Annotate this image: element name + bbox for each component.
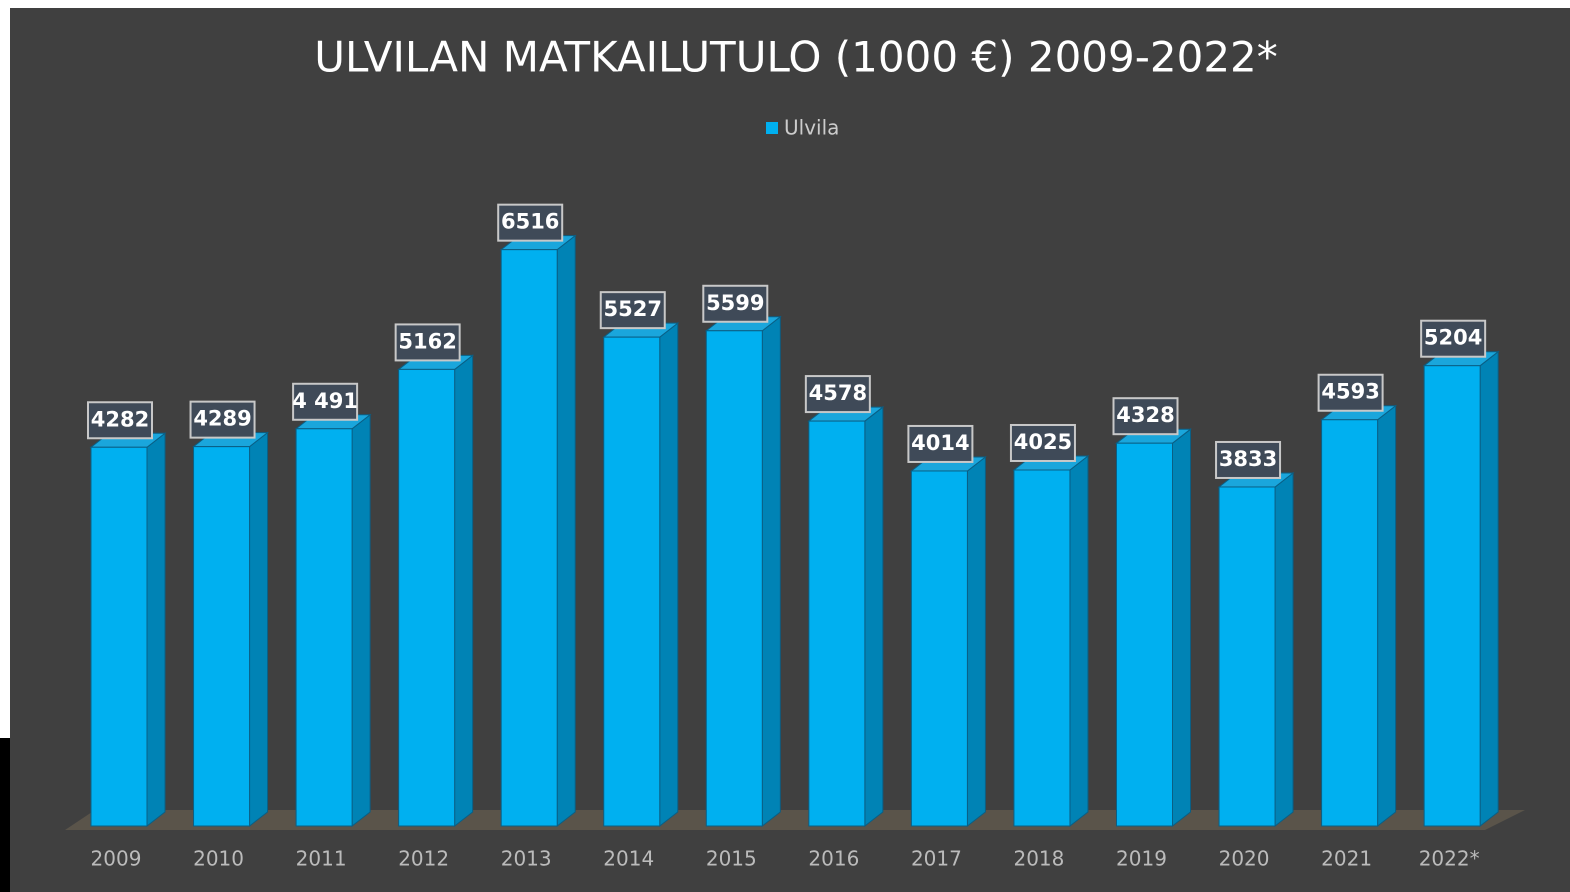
bar-side bbox=[556, 234, 576, 828]
value-label-box bbox=[1009, 423, 1076, 462]
bar bbox=[1116, 442, 1173, 827]
value-label-box bbox=[497, 203, 564, 242]
value-label: 4328 bbox=[1116, 403, 1174, 427]
value-label: 4 491 bbox=[292, 389, 358, 413]
bar-side bbox=[864, 406, 884, 828]
bar bbox=[1218, 486, 1276, 827]
bar-side bbox=[351, 413, 371, 828]
bar-side bbox=[966, 455, 986, 828]
value-label: 5599 bbox=[706, 291, 764, 315]
x-tick-label: 2022* bbox=[1419, 847, 1480, 871]
x-tick-label: 2016 bbox=[808, 847, 859, 871]
bar-side bbox=[146, 432, 166, 828]
x-tick-label: 2013 bbox=[501, 847, 552, 871]
value-label-box bbox=[189, 400, 256, 439]
x-tick-label: 2019 bbox=[1116, 847, 1167, 871]
bar-side bbox=[454, 354, 474, 828]
value-label: 6516 bbox=[501, 210, 559, 234]
value-label: 3833 bbox=[1219, 447, 1277, 471]
bar-side bbox=[1274, 471, 1294, 828]
bar bbox=[910, 470, 968, 827]
bar-side bbox=[1377, 404, 1397, 828]
x-tick-label: 2011 bbox=[296, 847, 347, 871]
chart-title: ULVILAN MATKAILUTULO (1000 €) 2009-2022* bbox=[314, 33, 1278, 82]
value-label: 4593 bbox=[1321, 380, 1379, 404]
value-label-box bbox=[87, 401, 153, 440]
bar bbox=[193, 446, 251, 827]
bar bbox=[603, 336, 661, 827]
bar bbox=[90, 446, 148, 827]
value-label-box bbox=[907, 424, 974, 463]
value-label-box bbox=[1420, 319, 1487, 358]
value-label-box bbox=[599, 291, 666, 330]
value-label-box bbox=[1317, 373, 1384, 412]
value-label-box bbox=[394, 323, 461, 362]
x-tick-label: 2009 bbox=[91, 847, 142, 871]
x-tick-label: 2015 bbox=[706, 847, 757, 871]
bar bbox=[1321, 419, 1379, 827]
value-label: 5162 bbox=[398, 329, 456, 353]
bar bbox=[1423, 365, 1481, 827]
value-label: 4014 bbox=[911, 431, 969, 455]
value-label-box bbox=[292, 382, 359, 421]
bar-side bbox=[1479, 350, 1499, 828]
legend-swatch bbox=[766, 122, 778, 134]
x-tick-label: 2021 bbox=[1321, 847, 1372, 871]
value-label: 4578 bbox=[809, 381, 867, 405]
x-tick-label: 2010 bbox=[193, 847, 244, 871]
bar bbox=[398, 368, 456, 827]
bar-side bbox=[761, 315, 781, 828]
x-tick-label: 2017 bbox=[911, 847, 962, 871]
bar bbox=[808, 420, 866, 827]
value-label: 4289 bbox=[193, 407, 251, 431]
chart-background bbox=[10, 8, 1570, 892]
value-label: 5527 bbox=[604, 297, 662, 321]
value-label-box bbox=[1215, 440, 1282, 479]
bar-side bbox=[249, 431, 269, 828]
x-tick-label: 2014 bbox=[603, 847, 654, 871]
legend-label: Ulvila bbox=[784, 116, 839, 140]
x-tick-label: 2018 bbox=[1013, 847, 1064, 871]
value-label: 4282 bbox=[91, 407, 149, 431]
x-tick-label: 2020 bbox=[1219, 847, 1270, 871]
value-label: 5204 bbox=[1424, 326, 1482, 350]
floor bbox=[65, 810, 1525, 830]
value-label-box bbox=[702, 284, 769, 323]
bar bbox=[1013, 469, 1071, 827]
bar bbox=[295, 428, 353, 827]
bar bbox=[705, 330, 763, 827]
bar-side bbox=[1069, 454, 1089, 828]
value-label-box bbox=[804, 375, 871, 414]
bar bbox=[500, 249, 558, 827]
bar-side bbox=[1172, 428, 1191, 828]
value-label: 4025 bbox=[1014, 430, 1072, 454]
bar-side bbox=[659, 322, 679, 828]
corner bbox=[0, 738, 10, 892]
x-tick-label: 2012 bbox=[398, 847, 449, 871]
value-label-box bbox=[1112, 397, 1179, 436]
